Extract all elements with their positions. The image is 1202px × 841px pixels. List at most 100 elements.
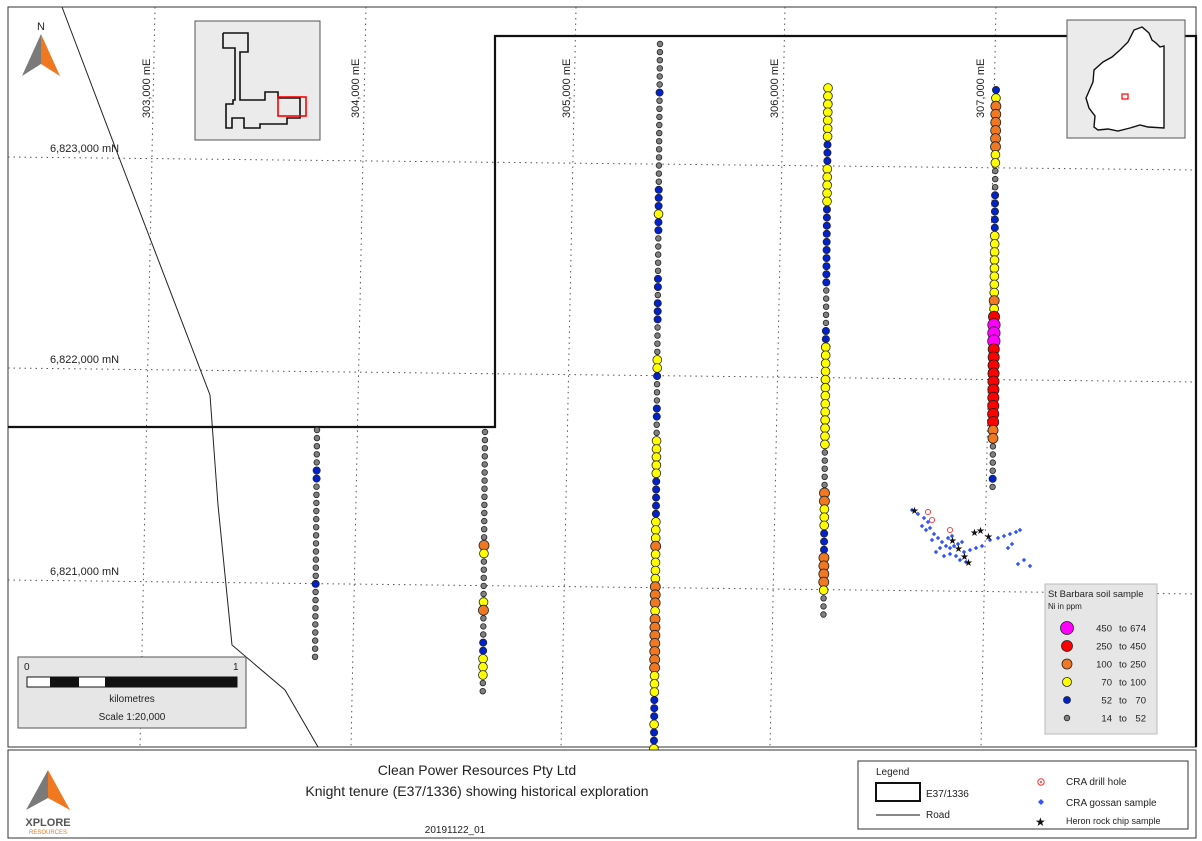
soil-sample-point	[656, 105, 663, 112]
soil-sample-point	[650, 557, 661, 568]
grid-line-n6821000	[7, 579, 1197, 595]
soil-sample-point	[653, 299, 662, 308]
soil-sample-point	[653, 274, 662, 283]
soil-sample-point	[990, 150, 1001, 160]
soil-sample-point	[313, 459, 320, 466]
soil-sample-point	[656, 113, 663, 121]
soil-sample-point	[822, 303, 830, 310]
gossan-sample-point	[915, 511, 921, 517]
soil-sample-point	[313, 499, 320, 507]
soil-sample-point	[989, 247, 1000, 257]
soil-legend-range-label: 70	[1135, 696, 1146, 707]
soil-sample-point	[480, 558, 488, 565]
soil-sample-point	[480, 615, 487, 622]
soil-legend-range-label: 100	[1130, 678, 1146, 689]
soil-legend-range-label: 450	[1130, 642, 1146, 653]
soil-sample-point	[312, 548, 320, 555]
soil-sample-point	[656, 40, 664, 48]
soil-sample-point	[989, 263, 1000, 274]
soil-sample-point	[478, 662, 488, 672]
soil-sample-point	[653, 315, 662, 324]
tenure-boundary	[8, 34, 1198, 747]
logo-subtext: RESOURCES	[29, 830, 67, 836]
soil-sample-point	[990, 223, 999, 232]
soil-sample-point	[655, 162, 663, 169]
logo-right-icon	[48, 770, 70, 810]
gossan-sample-point	[937, 545, 943, 551]
soil-sample-point	[987, 432, 999, 444]
gossan-sample-point	[979, 543, 985, 549]
soil-sample-point	[312, 474, 321, 483]
gossan-sample-point	[927, 525, 933, 531]
soil-sample-point	[653, 429, 660, 436]
soil-sample-point	[654, 332, 661, 339]
drill-hole-point	[924, 508, 932, 516]
soil-sample-point	[312, 556, 320, 563]
northing-label: 6,823,000 mN	[50, 143, 119, 155]
soil-legend-swatch	[1062, 677, 1072, 687]
soil-sample-point	[650, 565, 661, 576]
gossan-sample-point	[941, 553, 947, 559]
soil-sample-point	[820, 423, 830, 434]
soil-legend-subtitle: Ni in ppm	[1048, 602, 1082, 611]
soil-sample-point	[989, 467, 996, 474]
soil-sample-point	[989, 451, 997, 458]
soil-sample-point	[653, 282, 662, 291]
legend-tenure-label: E37/1336	[926, 789, 969, 800]
soil-legend-swatch	[1061, 640, 1073, 652]
soil-sample-point	[652, 485, 661, 494]
soil-sample-point	[479, 679, 487, 687]
gossan-sample-point	[995, 535, 1001, 541]
soil-sample-point	[652, 363, 662, 373]
soil-sample-point	[655, 243, 662, 250]
drill-hole-icon	[1037, 778, 1045, 786]
soil-sample-point	[313, 491, 320, 498]
gossan-sample-point	[1001, 533, 1007, 539]
gossan-sample-point	[955, 541, 961, 547]
northing-label: 6,822,000 mN	[50, 354, 119, 366]
soil-sample-point	[821, 335, 830, 344]
easting-labels: 303,000 mE 304,000 mE 305,000 mE 306,000…	[141, 59, 987, 118]
soil-sample-point	[479, 548, 489, 559]
soil-sample-point	[989, 231, 1000, 241]
scale-end-label: 1	[233, 662, 239, 673]
soil-sample-point	[480, 582, 487, 590]
easting-label: 303,000 mE	[141, 59, 153, 118]
soil-sample-point	[481, 493, 488, 500]
soil-sample-point	[312, 596, 319, 604]
soil-sample-point	[823, 91, 833, 101]
grid-line-e306000	[769, 6, 786, 748]
rock-chip-point: ★	[984, 532, 993, 543]
soil-sample-point	[649, 719, 659, 730]
rock-chip-point: ★	[976, 526, 985, 537]
soil-sample-point	[650, 696, 659, 705]
gossan-sample-point	[931, 531, 937, 537]
soil-sample-point	[480, 566, 488, 573]
legend-drill-label: CRA drill hole	[1066, 777, 1127, 788]
soil-sample-point	[652, 493, 661, 502]
drill-hole-point	[946, 526, 954, 534]
gossan-sample-point	[947, 551, 953, 557]
xplore-logo: XPLORE RESOURCES	[25, 770, 71, 836]
soil-sample-point	[656, 65, 663, 72]
soil-sample-point	[656, 57, 664, 64]
inset-location-box	[277, 96, 307, 117]
rock-chip-point: ★	[964, 558, 973, 569]
soil-sample-point	[654, 267, 662, 274]
soil-sample-point	[479, 688, 486, 695]
soil-sample-point	[989, 279, 1000, 290]
soil-sample-point	[481, 436, 489, 444]
gossan-sample-point	[1017, 527, 1023, 533]
legend-title: Legend	[876, 767, 909, 778]
soil-sample-point	[819, 504, 830, 515]
soil-sample-point	[822, 295, 830, 302]
soil-sample-point	[479, 638, 488, 647]
soil-sample-point	[656, 73, 663, 80]
soil-sample-point	[651, 509, 660, 518]
easting-label: 304,000 mE	[350, 59, 362, 118]
soil-sample-point	[652, 404, 661, 413]
soil-sample-point	[311, 645, 319, 652]
soil-sample-point	[312, 540, 320, 547]
soil-sample-point	[991, 183, 999, 191]
